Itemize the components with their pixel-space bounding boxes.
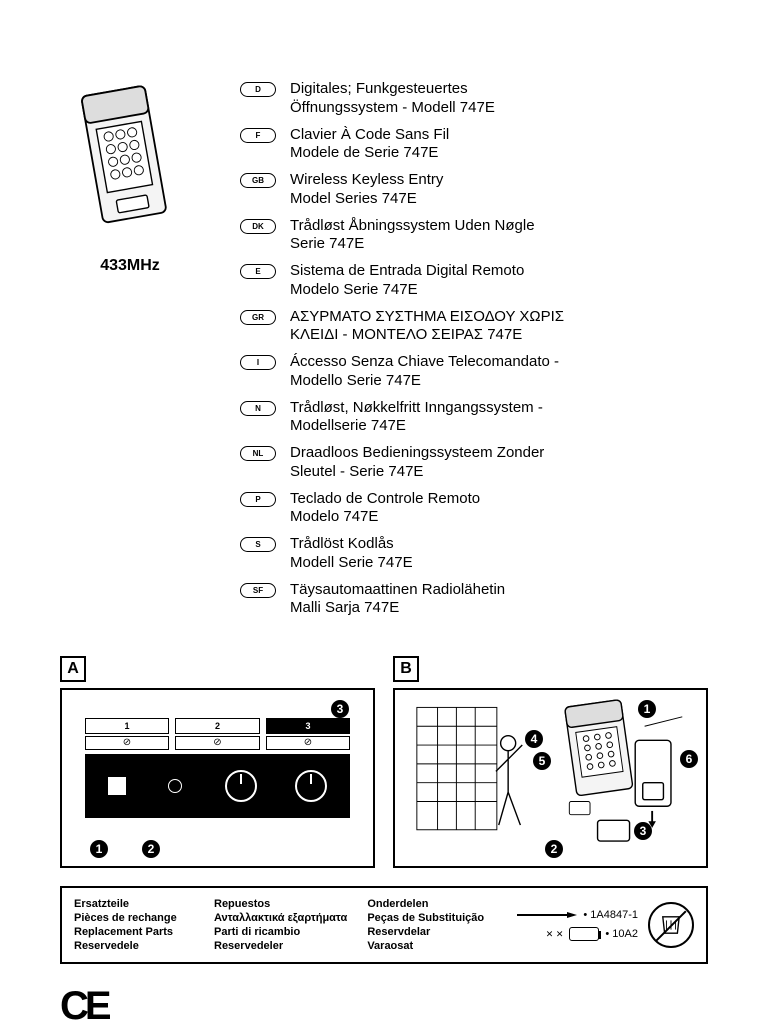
lang-code-S: S	[240, 537, 276, 552]
parts-c3-2: Reservdelar	[367, 926, 487, 938]
figB-callout-3: 3	[634, 822, 652, 840]
parts-col-2: Repuestos Ανταλλακτικά εξαρτήματα Parti …	[214, 898, 347, 952]
figure-a: A 3 1 2 3 ⊘ ⊘ ⊘	[60, 656, 375, 868]
figA-indicator	[164, 775, 186, 797]
figA-callout-3: 3	[331, 700, 349, 718]
figA-callout-2: 2	[142, 840, 160, 858]
figB-callout-1: 1	[638, 700, 656, 718]
lang-row-S: S Trådlöst KodlåsModell Serie 747E	[240, 535, 708, 573]
figure-a-label: A	[60, 656, 86, 682]
lang-row-N: N Trådløst, Nøkkelfritt Inngangssystem -M…	[240, 399, 708, 437]
lang-code-GB: GB	[240, 173, 276, 188]
lang-code-DK: DK	[240, 219, 276, 234]
figA-dial-1	[225, 770, 257, 802]
lang-code-D: D	[240, 82, 276, 97]
lang-row-GR: GR ΑΣΥΡΜΑΤΟ ΣΥΣΤΗΜΑ ΕΙΣΟΔΟΥ ΧΩΡΙΣΚΛΕΙΔΙ -…	[240, 308, 708, 346]
lang-text-GR: ΑΣΥΡΜΑΤΟ ΣΥΣΤΗΜΑ ΕΙΣΟΔΟΥ ΧΩΡΙΣΚΛΕΙΔΙ - Μ…	[290, 308, 564, 346]
ce-mark: CE	[60, 984, 708, 1029]
parts-c3-3: Varaosat	[367, 940, 487, 952]
lang-text-F: Clavier À Code Sans FilModele de Serie 7…	[290, 126, 449, 164]
figB-callout-2: 2	[545, 840, 563, 858]
figA-slot-3: 3	[266, 718, 351, 734]
lang-row-GB: GB Wireless Keyless EntryModel Series 747…	[240, 171, 708, 209]
lang-text-E: Sistema de Entrada Digital RemotoModelo …	[290, 262, 524, 300]
figA-slot-2: 2	[175, 718, 260, 734]
lang-row-SF: SF Täysautomaattinen RadiolähetinMalli Sa…	[240, 581, 708, 619]
lang-code-P: P	[240, 492, 276, 507]
lang-text-P: Teclado de Controle RemotoModelo 747E	[290, 490, 480, 528]
figA-led	[108, 777, 126, 795]
lang-text-S: Trådlöst KodlåsModell Serie 747E	[290, 535, 413, 573]
parts-c1-1: Pièces de rechange	[74, 912, 194, 924]
lang-code-NL: NL	[240, 446, 276, 461]
figB-callout-4: 4	[525, 730, 543, 748]
parts-c2-0: Repuestos	[214, 898, 347, 910]
figure-b-label: B	[393, 656, 419, 682]
parts-c1-2: Replacement Parts	[74, 926, 194, 938]
lang-row-E: E Sistema de Entrada Digital RemotoModelo…	[240, 262, 708, 300]
lang-code-GR: GR	[240, 310, 276, 325]
screw-icon	[517, 912, 577, 918]
keypad-illustration	[75, 80, 185, 245]
no-dispose-icon	[648, 902, 694, 948]
parts-c3-0: Onderdelen	[367, 898, 487, 910]
lang-code-N: N	[240, 401, 276, 416]
figure-b: B	[393, 656, 708, 868]
lang-row-DK: DK Trådløst Åbningssystem Uden NøgleSerie…	[240, 217, 708, 255]
part-number-1: • 1A4847-1	[583, 909, 638, 921]
language-list: D Digitales; FunkgesteuertesÖffnungssyste…	[240, 80, 708, 626]
parts-c1-3: Reservedele	[74, 940, 194, 952]
lang-text-N: Trådløst, Nøkkelfritt Inngangssystem -Mo…	[290, 399, 543, 437]
parts-c3-1: Peças de Substituição	[367, 912, 487, 924]
parts-c2-1: Ανταλλακτικά εξαρτήματα	[214, 912, 347, 924]
figB-callout-6: 6	[680, 750, 698, 768]
lang-code-E: E	[240, 264, 276, 279]
lang-row-P: P Teclado de Controle RemotoModelo 747E	[240, 490, 708, 528]
lang-text-DK: Trådløst Åbningssystem Uden NøgleSerie 7…	[290, 217, 535, 255]
parts-box: Ersatzteile Pièces de rechange Replaceme…	[60, 886, 708, 964]
frequency-label: 433MHz	[100, 257, 160, 275]
lang-text-NL: Draadloos Bedieningssysteem ZonderSleute…	[290, 444, 544, 482]
parts-c2-3: Reservedeler	[214, 940, 347, 952]
lang-text-D: Digitales; FunkgesteuertesÖffnungssystem…	[290, 80, 495, 118]
lang-text-SF: Täysautomaattinen RadiolähetinMalli Sarj…	[290, 581, 505, 619]
figB-callout-5: 5	[533, 752, 551, 770]
figA-dial-2	[295, 770, 327, 802]
part-number-2: • 10A2	[605, 928, 638, 940]
parts-col-1: Ersatzteile Pièces de rechange Replaceme…	[74, 898, 194, 952]
lang-row-F: F Clavier À Code Sans FilModele de Serie …	[240, 126, 708, 164]
figA-slot-1: 1	[85, 718, 170, 734]
lang-row-NL: NL Draadloos Bedieningssysteem ZonderSleu…	[240, 444, 708, 482]
lang-code-SF: SF	[240, 583, 276, 598]
lang-code-F: F	[240, 128, 276, 143]
parts-c2-2: Parti di ricambio	[214, 926, 347, 938]
lang-code-I: I	[240, 355, 276, 370]
lang-text-GB: Wireless Keyless EntryModel Series 747E	[290, 171, 443, 209]
lang-row-D: D Digitales; FunkgesteuertesÖffnungssyste…	[240, 80, 708, 118]
battery-icon	[569, 927, 599, 941]
parts-col-3: Onderdelen Peças de Substituição Reservd…	[367, 898, 487, 952]
lang-text-I: Áccesso Senza Chiave Telecomandato -Mode…	[290, 353, 559, 391]
parts-c1-0: Ersatzteile	[74, 898, 194, 910]
lang-row-I: I Áccesso Senza Chiave Telecomandato -Mod…	[240, 353, 708, 391]
figA-callout-1: 1	[90, 840, 108, 858]
